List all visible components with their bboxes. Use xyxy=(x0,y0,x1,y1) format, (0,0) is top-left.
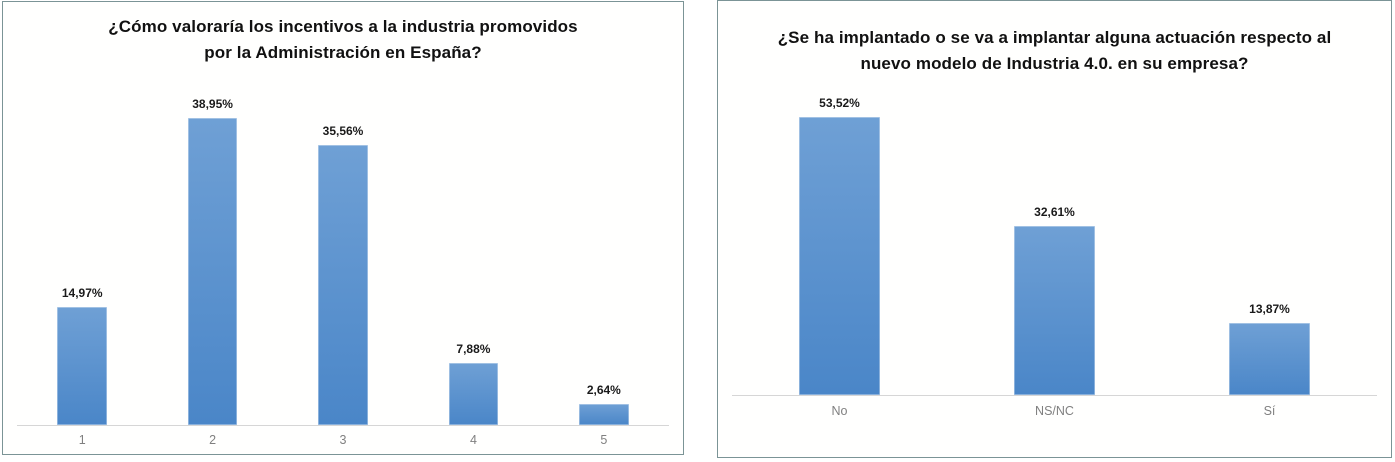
tick-label: 2 xyxy=(209,433,217,447)
tick-label: 4 xyxy=(469,433,477,447)
value-label: 35,56% xyxy=(322,123,364,138)
bar-group: 53,52% xyxy=(732,94,947,395)
bar xyxy=(1013,225,1096,395)
chart-panel-incentivos-administracion: ¿Cómo valoraría los incentivos a la indu… xyxy=(2,1,684,455)
bar-group: 2,64% xyxy=(539,94,669,425)
bar-group: 14,97% xyxy=(17,94,147,425)
chart-title: ¿Se ha implantado o se va a implantar al… xyxy=(777,28,1332,74)
bar xyxy=(448,362,499,425)
bar xyxy=(1228,323,1311,395)
value-label: 14,97% xyxy=(61,286,103,301)
bar-group: 7,88% xyxy=(408,94,538,425)
chart-panel-industria-40-implantacion: ¿Se ha implantado o se va a implantar al… xyxy=(717,0,1392,458)
bar-group: 13,87% xyxy=(1162,94,1377,395)
tick-label: 5 xyxy=(600,433,608,447)
value-label: 38,95% xyxy=(192,97,233,112)
bar-group: 35,56% xyxy=(278,94,408,425)
value-label: 53,52% xyxy=(819,96,860,111)
tick-label: NS/NC xyxy=(1035,404,1074,418)
tick-label: No xyxy=(831,404,848,418)
tick-label: 3 xyxy=(339,433,347,447)
category-axis: 1 2 3 4 5 xyxy=(17,426,669,452)
chart-title: ¿Cómo valoraría los incentivos a la indu… xyxy=(108,17,578,63)
plot-area: 14,97% 38,95% 35,56% 7,88% 2,64% xyxy=(17,94,669,426)
value-label: 2,64% xyxy=(586,383,621,398)
bar xyxy=(798,117,881,395)
tick-label: Sí xyxy=(1263,404,1276,418)
bar xyxy=(187,118,238,425)
bar xyxy=(318,144,368,425)
bar xyxy=(57,307,107,425)
category-axis: No NS/NC Sí xyxy=(732,397,1377,421)
plot-area: 53,52% 32,61% 13,87% xyxy=(732,94,1377,396)
value-label: 13,87% xyxy=(1249,302,1290,317)
bar-group: 32,61% xyxy=(947,94,1162,395)
tick-label: 1 xyxy=(78,433,86,447)
value-label: 7,88% xyxy=(456,341,491,356)
bar-group: 38,95% xyxy=(147,94,277,425)
bar xyxy=(579,404,629,425)
value-label: 32,61% xyxy=(1034,204,1075,219)
